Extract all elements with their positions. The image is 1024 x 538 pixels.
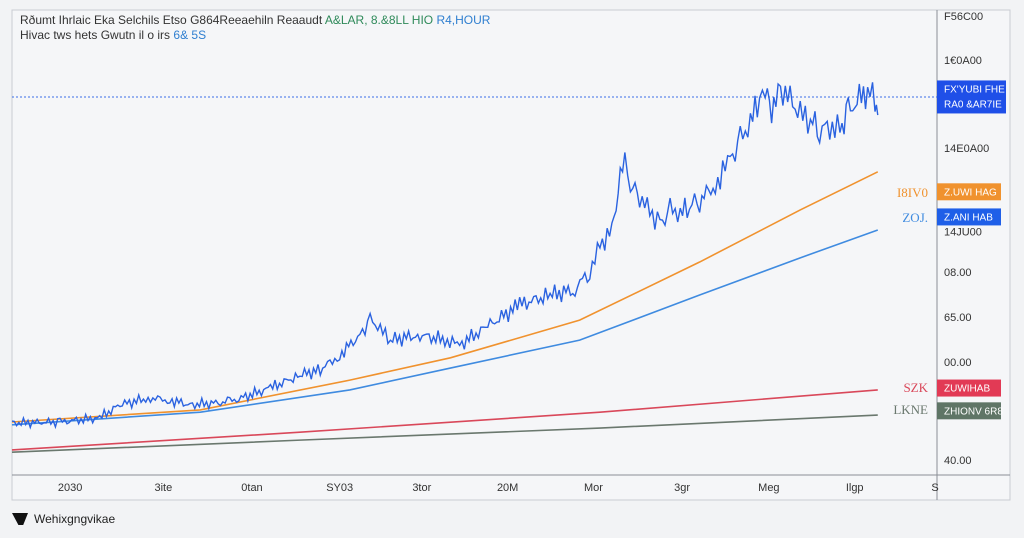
price-badge xyxy=(937,379,1001,397)
y-tick-label: 14JU00 xyxy=(944,226,982,238)
y-tick-label: F56C00 xyxy=(944,11,983,23)
logo-icon xyxy=(12,513,28,525)
y-tick-label: 14E0A00 xyxy=(944,143,989,155)
y-tick-label: 65.00 xyxy=(944,312,972,324)
title-blue-value-2: 6& 5S xyxy=(173,28,207,42)
x-tick-label: Meg xyxy=(758,482,779,494)
x-tick-label: 3ite xyxy=(154,482,172,494)
plot-frame xyxy=(11,9,1011,501)
x-tick-label: 20M xyxy=(497,482,518,494)
price-badge xyxy=(937,183,1001,201)
x-tick-label: S xyxy=(931,482,938,494)
y-tick-label: 40.00 xyxy=(944,455,972,467)
series-line-zoj xyxy=(11,229,879,426)
footer-brand: Wehixgngvikae xyxy=(12,512,115,526)
x-tick-label: SY03 xyxy=(326,482,353,494)
title-blue-value: R4,HOUR xyxy=(436,13,491,27)
brand-name: Wehixgngvikae xyxy=(34,512,116,526)
price-badge-text: FX'YUBI FHE xyxy=(944,84,1005,95)
price-badge-text: ZUWIHAB xyxy=(944,384,990,395)
title-green-value: A&LAR, 8.&8LL HIO xyxy=(324,13,434,27)
chart-title: Rðumt Ihrlaic Eka Selchils Etso G864Reea… xyxy=(20,13,490,43)
price-badge-text: ZHIONV 6R8 xyxy=(944,406,1003,417)
x-tick-label: 0tan xyxy=(241,482,262,494)
x-tick-label: 3tor xyxy=(412,482,431,494)
series-line-szk xyxy=(11,389,878,451)
y-tick-label: 08.00 xyxy=(944,267,972,279)
price-badge xyxy=(937,80,1006,114)
title-line-1: Rðumt Ihrlaic Eka Selchils Etso G864Reea… xyxy=(20,13,323,27)
series-label: SZK xyxy=(903,380,928,395)
title-line-2: Hivac tws hets Gwutn il o irs xyxy=(20,28,171,42)
price-badge-text: Z.ANI HAB xyxy=(944,212,993,223)
price-badge-text: Z.UWI HAG xyxy=(944,187,997,198)
x-tick-label: 2030 xyxy=(58,482,82,494)
price-badge-text: RA0 &AR7IE xyxy=(944,99,1002,110)
series-line-price xyxy=(11,82,879,430)
price-badge xyxy=(937,402,1001,420)
series-label: LKNE xyxy=(893,402,928,417)
x-tick-label: Mor xyxy=(584,482,603,494)
series-line-i8iv0 xyxy=(11,171,879,423)
x-tick-label: 3gr xyxy=(674,482,690,494)
series-label: ZOJ. xyxy=(902,210,928,225)
series-label: I8IV0 xyxy=(897,185,928,200)
x-tick-label: Ilgp xyxy=(846,482,864,494)
y-tick-label: 00.00 xyxy=(944,357,972,369)
series-line-lkne xyxy=(11,414,878,454)
price-badge xyxy=(937,208,1001,226)
y-tick-label: 1€0A00 xyxy=(944,55,982,67)
